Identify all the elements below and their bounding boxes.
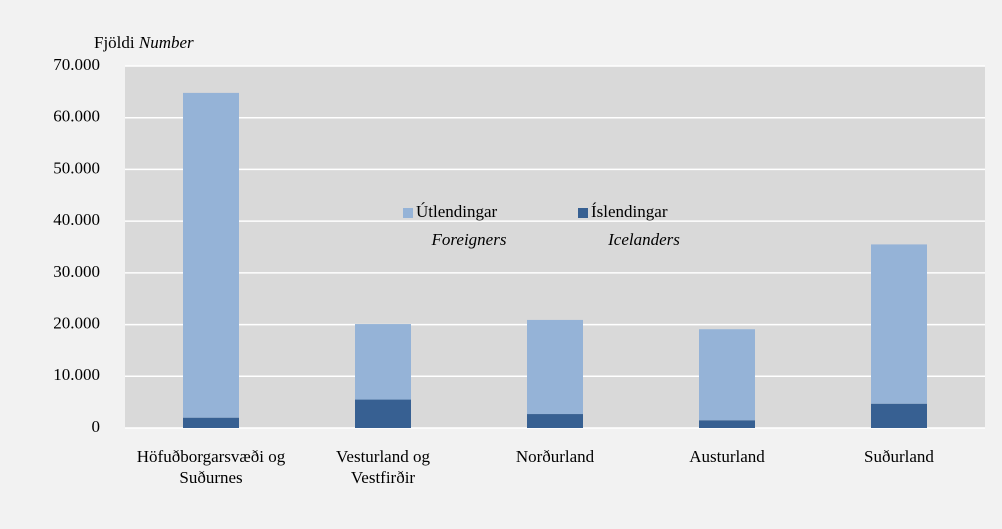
y-axis-label: Fjöldi Number (94, 33, 194, 52)
bar-segment (355, 324, 411, 400)
bar-segment (355, 399, 411, 428)
legend-label: Íslendingar (591, 202, 668, 221)
bar-segment (183, 417, 239, 428)
bar-segment (527, 319, 583, 415)
bar-segment (527, 414, 583, 428)
legend-label-en: Foreigners (431, 230, 507, 249)
y-label-is: Fjöldi (94, 33, 135, 52)
y-tick-label: 70.000 (53, 55, 100, 74)
x-tick-label: Vesturland og Vestfirðir (336, 447, 430, 487)
bar-segment (699, 329, 755, 421)
y-tick-label: 20.000 (53, 313, 100, 332)
y-tick-label: 40.000 (53, 210, 100, 229)
x-tick-label: Austurland (689, 447, 765, 466)
bar-segment (183, 92, 239, 418)
legend-label: Útlendingar (416, 202, 498, 221)
bar-segment (699, 420, 755, 428)
bar-segment (871, 244, 927, 404)
y-tick-label: 0 (92, 417, 101, 436)
y-tick-label: 60.000 (53, 107, 100, 126)
y-tick-label: 50.000 (53, 158, 100, 177)
x-tick-label: Höfuðborgarsvæði og Suðurnes (136, 447, 286, 487)
legend-swatch (403, 208, 413, 218)
y-label-en: Number (138, 33, 194, 52)
bar-segment (871, 403, 927, 428)
legend-swatch (578, 208, 588, 218)
y-tick-label: 30.000 (53, 262, 100, 281)
legend-label-en: Icelanders (607, 230, 680, 249)
x-tick-label: Suðurland (864, 447, 934, 466)
y-tick-label: 10.000 (53, 365, 100, 384)
x-tick-label: Norðurland (515, 447, 595, 466)
